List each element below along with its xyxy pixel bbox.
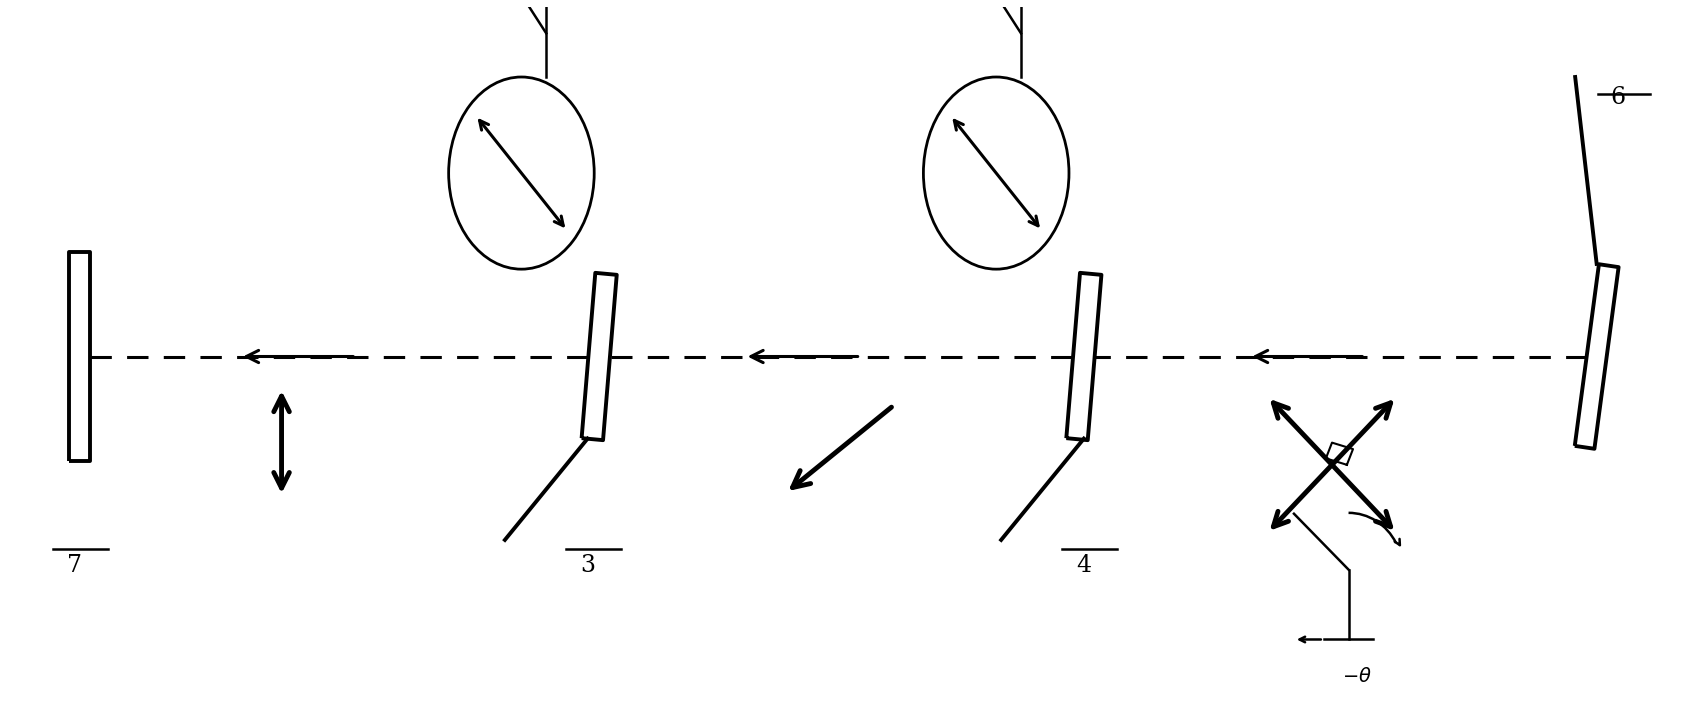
Text: 3: 3 [581,554,596,577]
Text: $-\theta$: $-\theta$ [1342,667,1372,687]
Text: 6: 6 [1610,86,1626,109]
Text: 4: 4 [1077,554,1092,577]
Text: 7: 7 [68,554,83,577]
